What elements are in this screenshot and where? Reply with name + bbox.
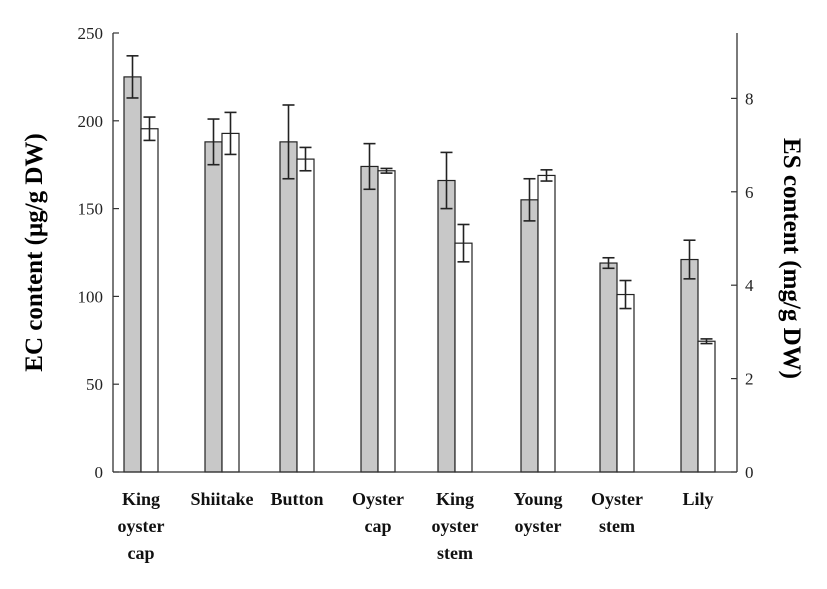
right-tick-label-1: 2 — [745, 370, 754, 389]
left-tick-label-5: 250 — [78, 24, 104, 43]
right-tick-label-4: 8 — [745, 89, 754, 108]
bar-es-6 — [616, 293, 635, 473]
bar-ec-3 — [360, 165, 379, 473]
category-label-6: Oyster stem — [591, 489, 643, 536]
bar-ec-5 — [520, 199, 539, 473]
bar-es-7 — [697, 340, 716, 473]
left-tick-label-2: 100 — [78, 287, 104, 306]
category-label-4: King oyster stem — [432, 489, 479, 563]
bar-ec-7 — [680, 258, 699, 473]
category-label-5: Young oyster — [513, 489, 562, 536]
bar-es-3 — [377, 170, 396, 473]
left-tick-label-0: 0 — [95, 463, 104, 482]
left-tick-label-3: 150 — [78, 200, 104, 219]
y-axis-title-right: ES content (mg/g DW) — [778, 138, 805, 379]
category-label-1: Shiitake — [190, 489, 253, 509]
right-tick-label-2: 4 — [745, 276, 754, 295]
bar-ec-6 — [599, 262, 618, 473]
bar-ec-0 — [123, 76, 142, 473]
bar-ec-2 — [279, 141, 298, 473]
category-label-3: Oyster cap — [352, 489, 404, 536]
bar-es-5 — [537, 174, 556, 473]
bar-ec-1 — [204, 141, 223, 473]
category-label-0: King oyster cap — [118, 489, 165, 563]
category-label-2: Button — [270, 489, 323, 509]
bar-es-0 — [140, 128, 159, 473]
bar-es-1 — [221, 132, 240, 473]
category-label-7: Lily — [682, 489, 713, 509]
bar-es-4 — [454, 242, 473, 473]
right-tick-label-0: 0 — [745, 463, 754, 482]
bar-ec-4 — [437, 179, 456, 473]
left-tick-label-4: 200 — [78, 112, 104, 131]
y-axis-title-left: EC content (μg/g DW) — [21, 133, 48, 371]
right-tick-label-3: 6 — [745, 183, 754, 202]
bar-es-2 — [296, 158, 315, 473]
left-tick-label-1: 50 — [86, 375, 103, 394]
